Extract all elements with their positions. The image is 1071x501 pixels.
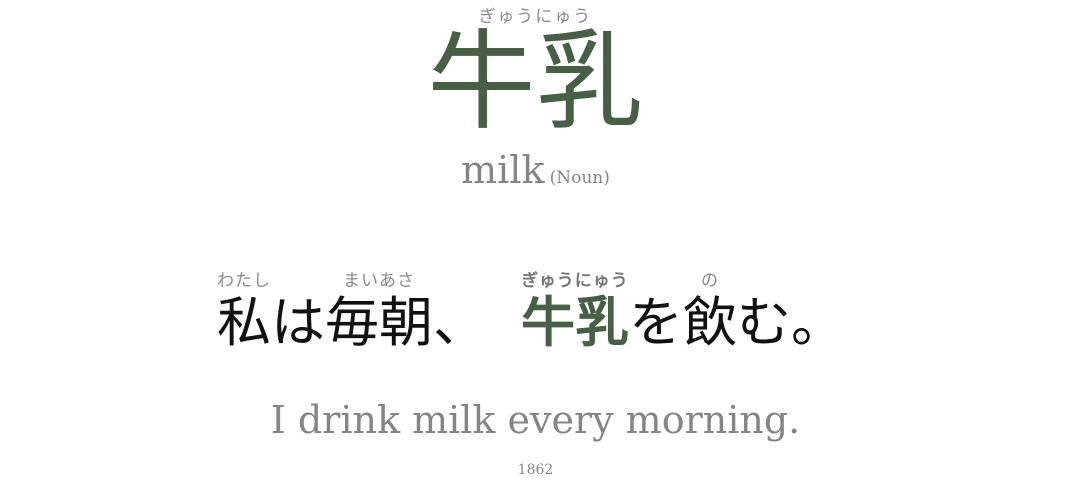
part-of-speech: (Noun) — [549, 168, 610, 188]
segment-ruby: ぎゅうにゅう — [521, 271, 629, 291]
sentence-segment: まいあさ 毎朝 — [325, 270, 433, 354]
card-id: 1862 — [517, 462, 554, 478]
segment-ruby: わたし — [217, 271, 271, 291]
segment-text: 、 — [433, 291, 487, 354]
meaning: milk — [461, 148, 545, 192]
sentence-segment: . は — [271, 270, 325, 354]
headword-kanji: 牛乳 — [427, 20, 644, 145]
meaning-line: milk (Noun) — [0, 148, 1071, 192]
segment-text: む。 — [737, 291, 845, 354]
segment-text: 私 — [217, 291, 271, 354]
segment-text: 毎朝 — [325, 291, 433, 354]
sentence-segment: . 、 — [433, 270, 487, 354]
sentence-segment: . を — [629, 270, 683, 354]
segment-text: 飲 — [683, 291, 737, 354]
segment-text: 牛乳 — [521, 291, 629, 354]
sentence-segment: の 飲 — [683, 270, 737, 354]
sentence-translation: I drink milk every morning. — [270, 398, 801, 442]
segment-text: は — [271, 291, 325, 354]
headword-reading: ぎゅうにゅう — [478, 7, 593, 27]
segment-text: を — [629, 291, 683, 354]
sentence-segment: わたし 私 — [217, 270, 271, 354]
segment-ruby: まいあさ — [343, 271, 415, 291]
sentence-segment: . む。 — [737, 270, 845, 354]
segment-ruby: の — [701, 271, 719, 291]
example-sentence: わたし 私 . は まいあさ 毎朝 . 、 ぎゅうにゅう 牛乳 . を の 飲 … — [217, 270, 845, 354]
sentence-target-word: ぎゅうにゅう 牛乳 — [521, 270, 629, 354]
